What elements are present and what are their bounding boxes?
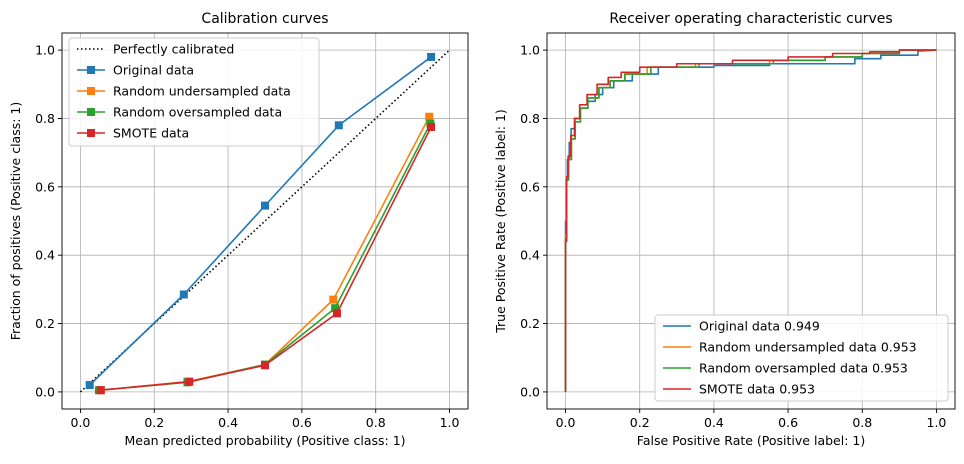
x-tick-label: 1.0 [440, 415, 460, 430]
calibration-panel: 0.0 0.2 0.4 0.6 0.8 1.0 0.0 0.2 0.4 0.6 0.8 1.0 Cali… [8, 11, 469, 448]
legend-item: SMOTE data [77, 126, 189, 141]
y-tick-label: 0.2 [35, 316, 55, 331]
legend-item: SMOTE data 0.953 [663, 382, 815, 397]
series-3 [96, 123, 436, 395]
legend-box [68, 37, 320, 147]
series-line [564, 49, 937, 392]
legend-label: Random undersampled data 0.953 [699, 340, 917, 355]
plot-area [564, 49, 937, 392]
legend-item: Perfectly calibrated [77, 42, 234, 57]
legend-label: Random oversampled data [113, 105, 282, 120]
data-point [331, 304, 340, 313]
data-point [329, 295, 338, 304]
series-3 [564, 49, 937, 392]
data-point [427, 52, 436, 61]
y-tick-label: 0.8 [520, 111, 540, 126]
data-point [261, 201, 269, 210]
x-tick-label: 0.8 [366, 415, 386, 430]
legend-item: Random oversampled data 0.953 [663, 361, 908, 376]
legend-marker [87, 87, 95, 95]
y-tick-label: 0.4 [35, 248, 55, 263]
axes-frame [61, 32, 469, 410]
series-line [100, 116, 430, 391]
roc-panel: 0.0 0.2 0.4 0.6 0.8 1.0 0.0 0.2 0.4 0.6 0.8 1.0 Rece… [493, 11, 956, 448]
data-point [334, 121, 343, 130]
legend-item: Random undersampled data [77, 84, 291, 99]
axes-frame [546, 32, 956, 410]
data-point [332, 309, 341, 318]
x-tick-label: 0.0 [71, 415, 91, 430]
x-axis-label: Mean predicted probability (Positive cla… [124, 433, 405, 448]
x-tick-label: 0.4 [218, 415, 238, 430]
legend: Original data 0.949 Random undersampled d… [654, 314, 949, 402]
x-tick-label: 0.6 [778, 415, 798, 430]
legend: Perfectly calibrated Original data Random … [68, 37, 320, 147]
legend-marker [87, 108, 95, 116]
data-point [185, 377, 194, 386]
series-1 [96, 112, 434, 395]
y-tick-label: 0.4 [520, 248, 540, 263]
y-tick-label: 1.0 [520, 43, 540, 58]
y-tick-label: 0.6 [520, 179, 540, 194]
data-point [261, 361, 269, 370]
y-tick-label: 0.2 [520, 316, 540, 331]
legend-label: SMOTE data [113, 126, 189, 141]
legend-label: Random oversampled data 0.953 [699, 361, 908, 376]
x-tick-label: 0.0 [556, 415, 576, 430]
x-tick-label: 1.0 [927, 415, 947, 430]
series-line [564, 49, 937, 392]
series-0 [85, 52, 436, 390]
y-tick-label: 1.0 [35, 43, 55, 58]
legend-item: Original data 0.949 [663, 319, 820, 334]
legend-item: Random undersampled data 0.953 [663, 340, 917, 355]
x-tick-label: 0.6 [292, 415, 312, 430]
chart-title: Receiver operating characteristic curves [609, 11, 892, 27]
y-tick-label: 0.6 [35, 179, 55, 194]
series-2 [564, 49, 937, 392]
data-point [85, 381, 94, 390]
data-point [96, 386, 105, 395]
x-tick-label: 0.8 [852, 415, 872, 430]
x-axis-label: False Positive Rate (Positive label: 1) [637, 433, 865, 448]
y-tick-label: 0.8 [35, 111, 55, 126]
series-line [98, 123, 432, 391]
x-tick-label: 0.4 [704, 415, 724, 430]
series-2 [94, 119, 435, 395]
series-line [100, 126, 432, 391]
data-point [425, 112, 434, 121]
legend-label: SMOTE data 0.953 [699, 382, 815, 397]
plot-area [79, 49, 451, 395]
y-axis-label: True Positive Rate (Positive label: 1) [493, 109, 508, 334]
y-tick-label: 0.0 [35, 384, 55, 399]
x-tick-label: 0.2 [144, 415, 164, 430]
x-tick-label: 0.2 [630, 415, 650, 430]
legend-label: Random undersampled data [113, 84, 291, 99]
legend-marker [87, 66, 95, 74]
legend-label: Original data 0.949 [699, 319, 820, 334]
y-axis-label: Fraction of positives (Positive class: 1… [8, 102, 23, 341]
legend-label: Original data [113, 63, 194, 78]
legend-label: Perfectly calibrated [113, 42, 234, 57]
chart-title: Calibration curves [201, 11, 328, 27]
data-point [427, 123, 436, 131]
legend-box [654, 314, 949, 402]
legend-item: Random oversampled data [77, 105, 282, 120]
data-point [179, 290, 188, 299]
y-tick-label: 0.0 [520, 384, 540, 399]
legend-marker [87, 129, 95, 137]
legend-item: Original data [77, 63, 194, 78]
